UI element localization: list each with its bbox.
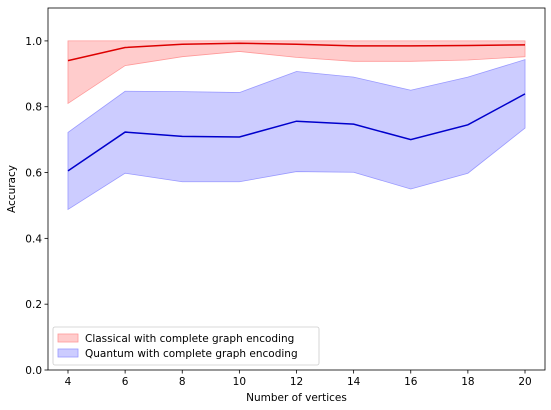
x-axis-label: Number of vertices [246,392,347,404]
legend-label-0: Classical with complete graph encoding [85,333,294,345]
y-tick-label: 0.6 [25,168,42,180]
x-tick-label: 14 [347,376,361,388]
x-tick-label: 8 [179,376,186,388]
legend-box [52,326,320,366]
y-tick-label: 0.0 [25,365,42,377]
y-axis-label: Accuracy [6,165,18,213]
y-tick-label: 1.0 [25,36,42,48]
legend-swatch-1 [57,348,79,358]
legend: Classical with complete graph encoding Qu… [52,326,320,366]
series-lines [67,42,526,172]
legend-swatch-0 [57,333,79,343]
x-tick-label: 12 [290,376,303,388]
x-tick-label: 18 [461,376,474,388]
series-line-0 [67,42,526,62]
x-axis-ticks: 4 6 8 10 12 14 16 18 20 [65,370,532,388]
x-tick-label: 20 [518,376,531,388]
x-tick-label: 10 [233,376,246,388]
legend-label-1: Quantum with complete graph encoding [85,348,298,360]
y-tick-label: 0.8 [25,102,42,114]
x-tick-label: 4 [65,376,72,388]
series-line-1 [67,93,526,172]
y-tick-label: 0.2 [25,299,42,311]
x-tick-label: 6 [122,376,129,388]
y-axis-ticks: 0.0 0.2 0.4 0.6 0.8 1.0 [25,36,48,377]
confidence-band-1 [67,59,526,211]
y-tick-label: 0.4 [25,233,42,245]
confidence-band-0 [67,40,526,105]
x-tick-label: 16 [404,376,418,388]
confidence-bands [67,40,526,211]
